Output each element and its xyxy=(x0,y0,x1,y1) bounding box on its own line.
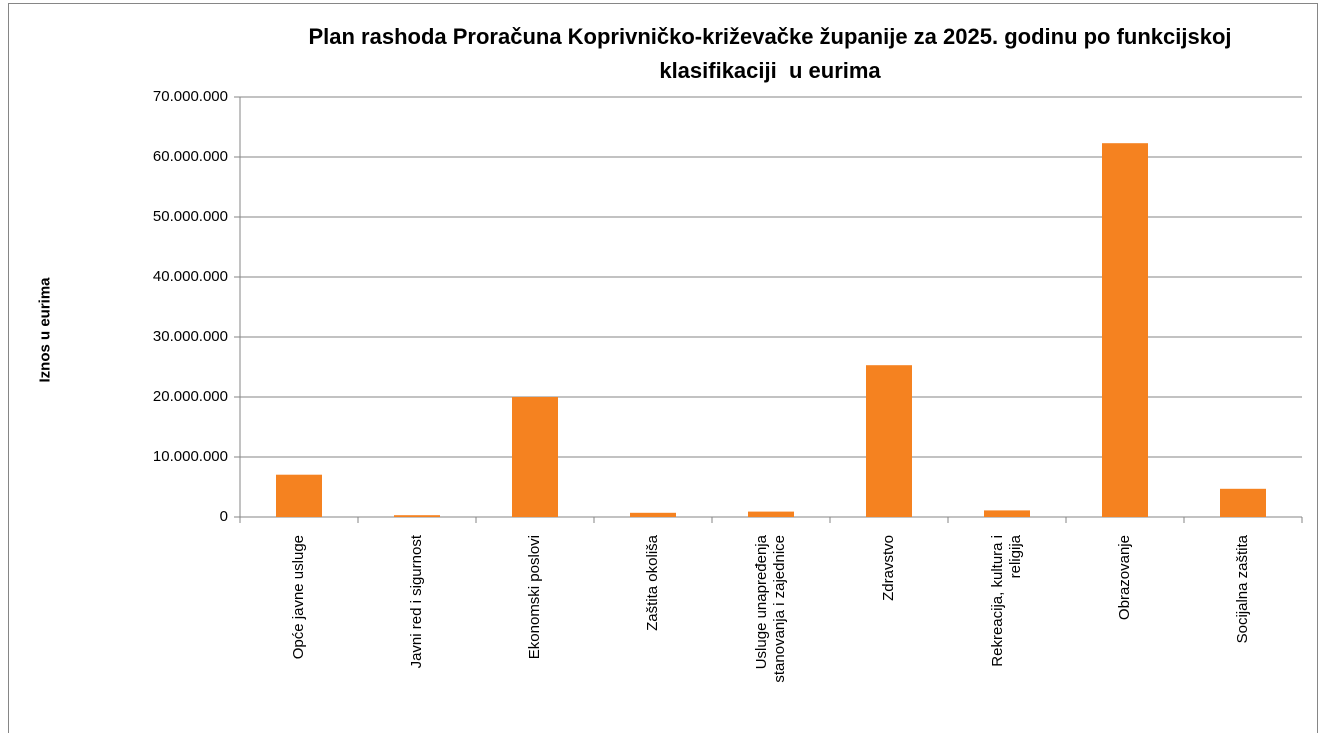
y-tick-label: 40.000.000 xyxy=(153,268,228,285)
bar xyxy=(748,511,794,517)
y-axis-label: Iznos u eurima xyxy=(36,277,54,383)
chart-title: Plan rashoda Proračuna Koprivničko-križe… xyxy=(308,24,1238,83)
y-tick-label: 10.000.000 xyxy=(153,448,228,465)
bar xyxy=(276,474,322,517)
x-tick-label: Obrazovanje xyxy=(1116,535,1133,621)
bar xyxy=(394,515,440,517)
y-tick-label: 50.000.000 xyxy=(153,208,228,225)
x-tick-label: Socijalna zaštita xyxy=(1234,535,1251,644)
y-tick-label: 0 xyxy=(220,508,228,525)
x-tick-label: Usluge unapređenja stanovanja i zajednic… xyxy=(753,535,788,683)
bar xyxy=(1220,488,1266,517)
x-tick-label: Ekonomski poslovi xyxy=(526,535,543,660)
bar xyxy=(984,510,1030,517)
chart-border xyxy=(8,3,1318,733)
bar xyxy=(512,397,558,517)
x-tick-label: Javni red i sigurnost xyxy=(408,535,425,669)
bar xyxy=(1102,143,1148,517)
x-tick-label: Rekreacija, kultura i religija xyxy=(989,535,1024,667)
x-tick-label: Zaštita okoliša xyxy=(644,535,661,631)
bar xyxy=(630,512,676,517)
x-tick-label: Zdravstvo xyxy=(880,535,897,601)
y-tick-label: 70.000.000 xyxy=(153,88,228,105)
x-tick-label: Opće javne usluge xyxy=(290,535,307,660)
y-tick-label: 20.000.000 xyxy=(153,388,228,405)
y-tick-label: 30.000.000 xyxy=(153,328,228,345)
y-tick-label: 60.000.000 xyxy=(153,148,228,165)
bar xyxy=(866,365,912,517)
